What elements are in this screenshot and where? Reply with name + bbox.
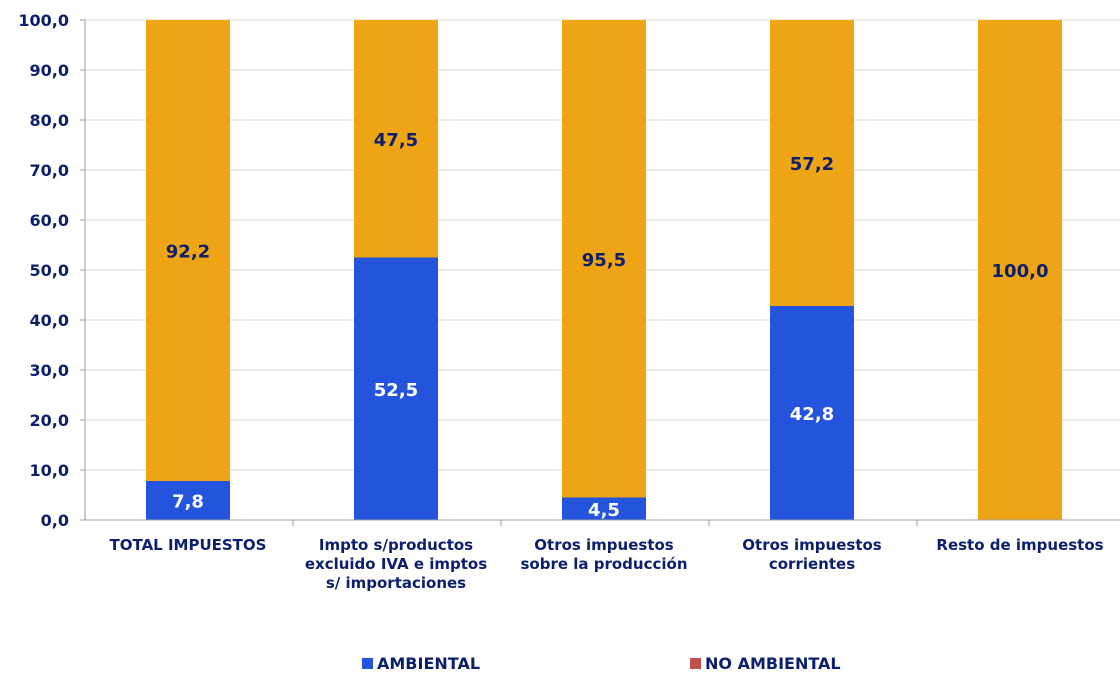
bar-ambiental xyxy=(770,306,854,520)
y-tick-label: 70,0 xyxy=(30,161,69,180)
legend-marker xyxy=(690,658,701,669)
data-label: 4,5 xyxy=(588,500,620,521)
y-tick-label: 60,0 xyxy=(30,211,69,230)
y-tick-label: 30,0 xyxy=(30,361,69,380)
y-tick-label: 90,0 xyxy=(30,61,69,80)
axes: 0,0 10,0 20,0 30,0 40,0 50,0 60,0 70,0 80,0 90,0 1… xyxy=(18,11,1120,592)
bar-no-ambiental xyxy=(978,20,1062,520)
x-tick-label: Resto de impuestos xyxy=(936,536,1103,554)
data-label: 7,8 xyxy=(172,492,204,513)
data-labels: 7,8 92,2 52,5 47,5 4,5 95,5 42,8 57,2 100,0 xyxy=(166,130,1049,521)
y-tick-label: 50,0 xyxy=(30,261,69,280)
bar-no-ambiental xyxy=(354,20,438,258)
y-tick-label: 10,0 xyxy=(30,461,69,480)
data-label: 47,5 xyxy=(374,130,418,151)
data-label: 52,5 xyxy=(374,380,418,401)
x-tick-label: Impto s/productos excluido IVA e imptos s/… xyxy=(305,536,487,592)
x-tick-label: Otros impuestos corrientes xyxy=(742,536,882,573)
data-label: 100,0 xyxy=(992,261,1049,282)
y-tick-label: 40,0 xyxy=(30,311,69,330)
x-tick-label: TOTAL IMPUESTOS xyxy=(110,536,267,554)
legend-label: NO AMBIENTAL xyxy=(705,654,841,673)
bar-ambiental xyxy=(354,257,438,520)
data-label: 57,2 xyxy=(790,154,834,175)
data-label: 95,5 xyxy=(582,250,626,271)
y-tick-label: 100,0 xyxy=(18,11,69,30)
y-tick-label: 80,0 xyxy=(30,111,69,130)
bar-no-ambiental xyxy=(770,20,854,306)
data-label: 42,8 xyxy=(790,404,834,425)
y-tick-label: 0,0 xyxy=(41,511,69,530)
bar-ambiental xyxy=(562,497,646,520)
bar-no-ambiental xyxy=(562,20,646,498)
legend: AMBIENTAL NO AMBIENTAL xyxy=(362,654,841,673)
data-label: 92,2 xyxy=(166,242,210,263)
legend-label: AMBIENTAL xyxy=(377,654,480,673)
y-tick-label: 20,0 xyxy=(30,411,69,430)
bars xyxy=(146,20,1062,520)
bar-ambiental xyxy=(146,481,230,520)
x-tick-label: Otros impuestos sobre la producción xyxy=(520,536,687,573)
legend-marker xyxy=(362,658,373,669)
bar-no-ambiental xyxy=(146,20,230,481)
